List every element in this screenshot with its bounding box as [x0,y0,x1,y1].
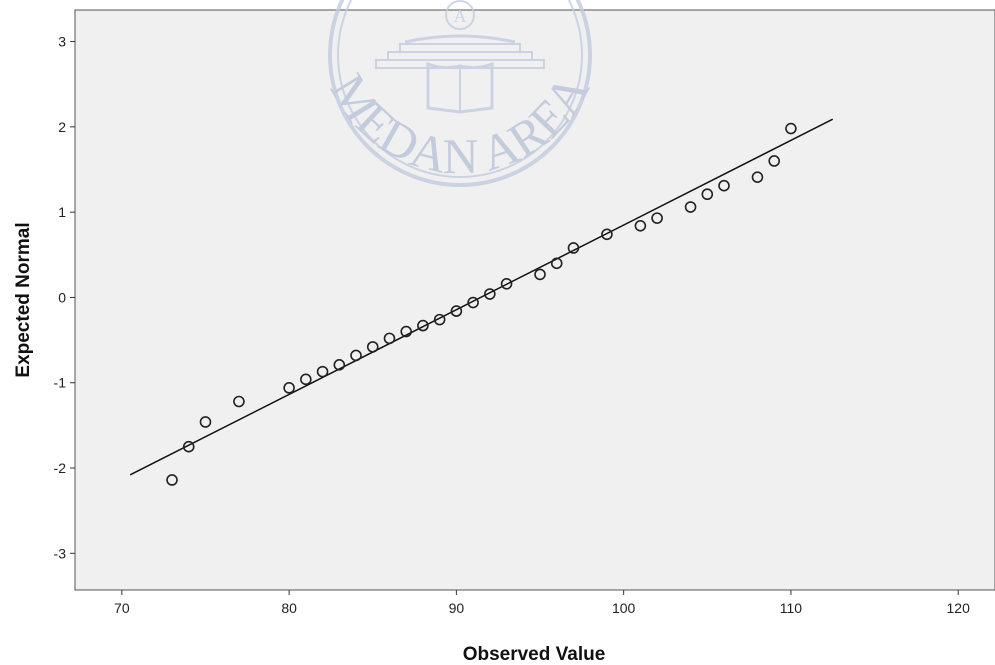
data-point [400,325,413,338]
y-tick-label: 1 [58,204,66,220]
data-point [484,288,496,300]
data-point [300,373,312,386]
reference-line [129,118,834,476]
x-tick-label: 110 [780,600,803,616]
x-axis-title: Observed Value [463,644,606,665]
reference-line-layer [129,118,834,476]
data-point [450,305,463,317]
y-tick-label: 2 [58,119,66,135]
y-tick-label: 0 [58,289,66,305]
data-point [701,188,714,201]
y-axis-title: Expected Normal [13,222,34,377]
data-point [634,219,647,232]
data-point [316,365,329,378]
x-tick-label: 80 [281,600,297,616]
y-tick-label: -1 [54,375,67,391]
data-point [467,296,479,309]
data-point [233,395,245,408]
data-point [417,319,429,332]
y-tick-label: -2 [54,460,67,476]
x-axis: 70 80 90 100 110 120 [114,590,970,616]
data-point [433,313,446,326]
data-point [366,341,379,353]
points-layer [166,122,797,486]
data-point [350,349,362,362]
data-point [383,332,396,345]
data-point [199,416,212,428]
data-point [684,201,697,213]
data-point [567,242,580,254]
x-tick-label: 70 [114,600,130,616]
data-point [768,155,781,167]
data-point [534,268,546,281]
data-point [550,257,563,270]
data-point [651,212,663,224]
data-point [601,228,613,241]
data-point [283,382,295,394]
data-point [718,179,730,192]
data-point [182,440,195,453]
data-point [333,359,346,371]
data-point [166,474,178,486]
x-tick-label: 100 [612,600,636,616]
plot-area [74,9,995,591]
data-point [751,171,764,183]
x-tick-label: 90 [449,600,465,616]
y-axis: 3 2 1 0 -1 -2 -3 [54,34,75,561]
y-tick-label: -3 [54,545,67,561]
y-tick-label: 3 [58,34,66,50]
data-point [500,277,513,290]
watermark-emblem-letter: A [454,6,467,26]
data-point [785,122,797,135]
x-tick-label: 120 [947,600,971,616]
